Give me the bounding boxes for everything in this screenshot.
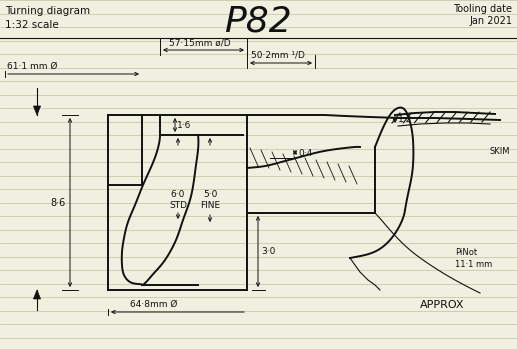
Text: 6·0
STD: 6·0 STD [169,190,187,210]
Text: Jan 2021: Jan 2021 [469,16,512,26]
Text: 8·6: 8·6 [51,198,66,208]
Text: 0·4: 0·4 [298,149,312,157]
Text: 1·2: 1·2 [398,116,412,125]
Text: P82: P82 [224,4,292,38]
Text: 1·6: 1·6 [177,120,191,129]
Polygon shape [34,106,41,115]
Text: 3·0: 3·0 [261,247,276,256]
Text: 5·0
FINE: 5·0 FINE [200,190,220,210]
Text: 50·2mm ¹/D: 50·2mm ¹/D [251,51,305,60]
Text: APPROX: APPROX [420,300,464,310]
Text: Turning diagram: Turning diagram [5,6,90,16]
Text: SKIM: SKIM [490,148,510,156]
Text: 57·15mm ø/D: 57·15mm ø/D [169,38,231,47]
Text: 61·1 mm Ø: 61·1 mm Ø [7,62,57,71]
Polygon shape [34,290,41,299]
Text: PiNot
11·1 mm: PiNot 11·1 mm [455,248,492,269]
Text: Tooling date: Tooling date [453,4,512,14]
Text: 1:32 scale: 1:32 scale [5,20,59,30]
Text: 64·8mm Ø: 64·8mm Ø [130,300,177,309]
